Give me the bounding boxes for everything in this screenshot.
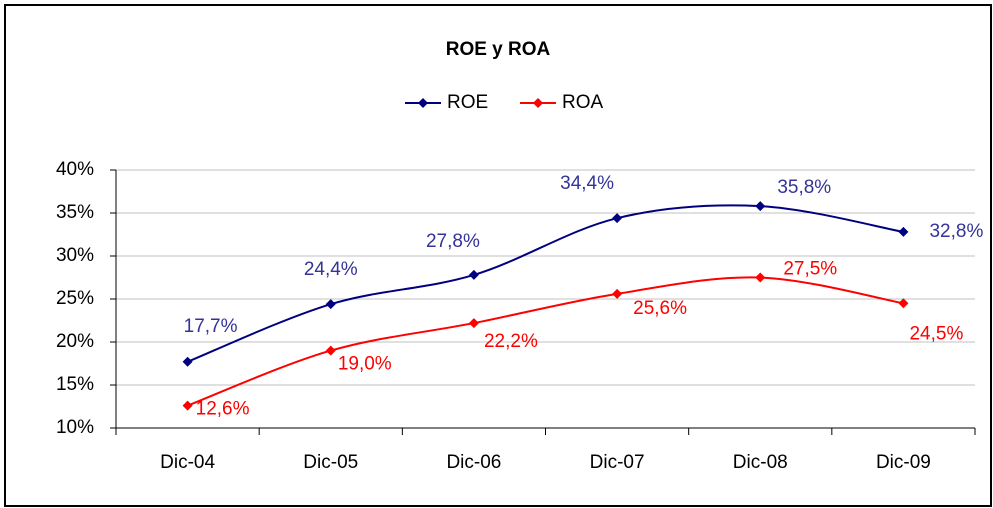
- x-tick-label: Dic-05: [303, 452, 358, 473]
- data-label: 32,8%: [929, 221, 983, 242]
- legend-label: ROE: [447, 92, 488, 113]
- y-tick-label: 15%: [56, 374, 94, 395]
- point-marker: [468, 269, 479, 280]
- data-label: 25,6%: [633, 298, 687, 319]
- x-tick-label: Dic-07: [590, 452, 645, 473]
- x-tick-label: Dic-08: [733, 452, 788, 473]
- y-tick-label: 20%: [56, 331, 94, 352]
- data-label: 34,4%: [560, 173, 614, 194]
- point-marker: [755, 201, 766, 212]
- point-marker: [182, 356, 193, 367]
- x-tick-label: Dic-04: [160, 452, 215, 473]
- data-label: 19,0%: [338, 354, 392, 375]
- y-tick-label: 30%: [56, 245, 94, 266]
- data-label: 35,8%: [777, 177, 831, 198]
- y-tick-label: 40%: [56, 159, 94, 180]
- point-marker: [898, 226, 909, 237]
- point-marker: [612, 213, 623, 224]
- data-label: 24,5%: [909, 323, 963, 344]
- data-label: 27,8%: [426, 231, 480, 252]
- point-marker: [325, 345, 336, 356]
- data-label: 24,4%: [304, 259, 358, 280]
- data-label: 22,2%: [484, 331, 538, 352]
- chart-title: ROE y ROA: [446, 39, 551, 60]
- point-marker: [898, 298, 909, 309]
- y-tick-label: 10%: [56, 417, 94, 438]
- point-marker: [468, 318, 479, 329]
- data-label: 27,5%: [783, 259, 837, 280]
- series-line: [187, 204, 904, 363]
- point-marker: [755, 272, 766, 283]
- x-tick-label: Dic-09: [876, 452, 931, 473]
- point-marker: [612, 288, 623, 299]
- y-tick-label: 25%: [56, 288, 94, 309]
- data-label: 17,7%: [184, 316, 238, 337]
- series-line: [187, 276, 904, 407]
- legend-marker: [418, 98, 428, 108]
- x-tick-label: Dic-06: [446, 452, 501, 473]
- data-label: 12,6%: [196, 399, 250, 420]
- legend-label: ROA: [562, 92, 604, 113]
- y-tick-label: 35%: [56, 202, 94, 223]
- point-marker: [182, 400, 193, 411]
- legend-marker: [533, 98, 543, 108]
- point-marker: [325, 299, 336, 310]
